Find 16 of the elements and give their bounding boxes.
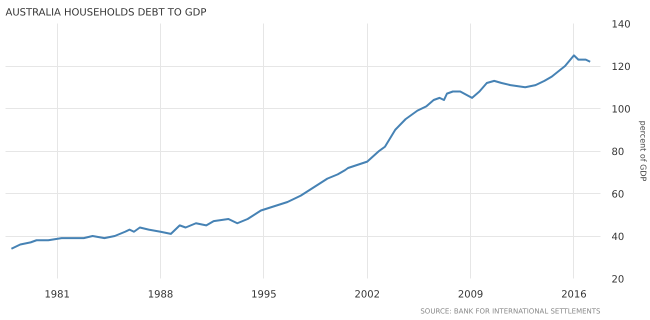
x-tick-label: 1988 <box>148 290 174 300</box>
y-axis-title: percent of GDP <box>638 120 648 182</box>
y-tick-label: 60 <box>612 190 624 200</box>
x-tick-label: 2009 <box>458 290 484 300</box>
y-tick-label: 140 <box>612 20 631 30</box>
y-tick-label: 80 <box>612 147 624 158</box>
line-series <box>10 54 592 250</box>
y-tick-label: 120 <box>612 62 631 73</box>
y-tick-label: 40 <box>612 232 624 243</box>
x-tick-label: 1981 <box>44 290 70 300</box>
x-tick-label: 2016 <box>561 290 587 300</box>
x-tick-label: 1995 <box>251 290 277 300</box>
x-tick-label: 2002 <box>354 290 380 300</box>
y-tick-label: 20 <box>612 274 624 286</box>
chart-title: AUSTRALIA HOUSEHOLDS DEBT TO GDP <box>6 8 206 18</box>
y-tick-label: 100 <box>612 104 631 116</box>
